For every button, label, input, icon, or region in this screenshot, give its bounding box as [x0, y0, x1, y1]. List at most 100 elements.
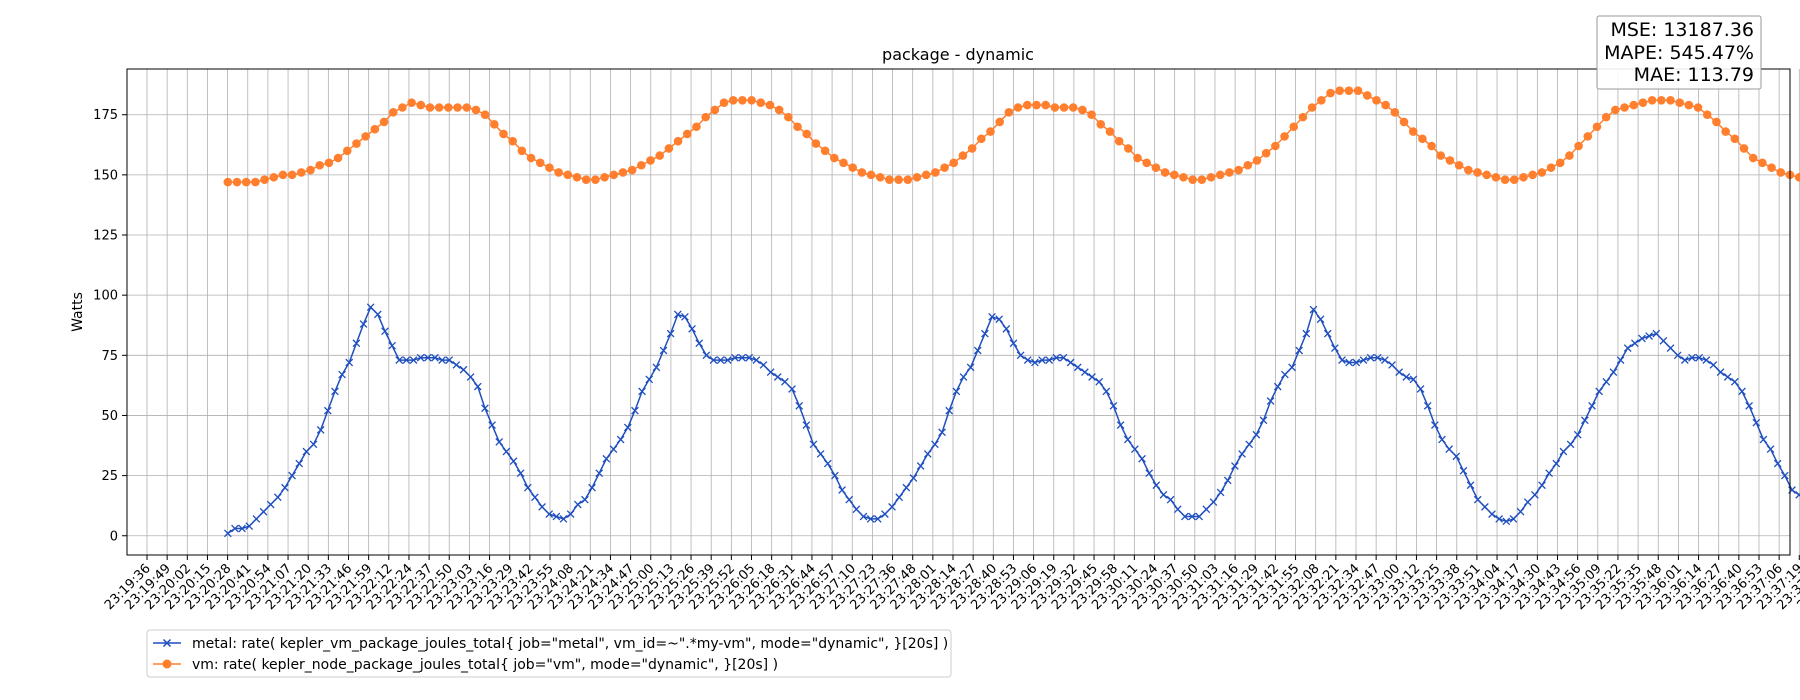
data-point [223, 177, 233, 187]
y-tick-label: 150 [93, 168, 118, 183]
data-point [646, 156, 655, 165]
data-point [1502, 517, 1511, 526]
data-point [238, 524, 246, 533]
data-point [1223, 476, 1232, 485]
data-point [659, 346, 668, 355]
data-point [1088, 373, 1096, 381]
data-point [269, 172, 279, 182]
data-point [302, 447, 311, 456]
data-point [1145, 469, 1154, 478]
data-point [1408, 127, 1418, 136]
data-point [682, 129, 692, 139]
data-point [816, 450, 825, 458]
data-point [1402, 373, 1411, 381]
y-tick-label: 75 [101, 349, 118, 364]
data-point [1436, 151, 1446, 160]
data-point [1623, 344, 1632, 352]
data-point [1243, 160, 1253, 170]
data-point [745, 353, 754, 362]
data-point [1523, 498, 1532, 506]
data-point [931, 440, 939, 449]
data-point [1123, 435, 1132, 444]
data-point [1105, 127, 1115, 136]
data-point [306, 165, 315, 175]
data-point [829, 153, 839, 163]
stats-mse: MSE: 13187.36 [1610, 19, 1754, 41]
data-point [295, 459, 304, 468]
data-point [1216, 488, 1225, 497]
data-point [1169, 170, 1179, 180]
data-point [1758, 158, 1767, 168]
data-point [431, 353, 439, 362]
data-point [1081, 368, 1089, 377]
data-point [1344, 86, 1354, 95]
data-point [719, 98, 729, 107]
data-point [1160, 168, 1170, 177]
data-point [1116, 421, 1125, 429]
data-point [331, 387, 339, 396]
data-point [1745, 401, 1753, 410]
data-point [434, 103, 444, 112]
data-point [323, 406, 332, 415]
series-vm [223, 86, 1800, 187]
data-point [1767, 163, 1776, 172]
data-point [623, 423, 632, 432]
data-point [1495, 515, 1504, 523]
legend-label-vm: vm: rate( kepler_node_package_joules_tot… [192, 657, 778, 673]
data-point [1031, 358, 1039, 367]
data-point [287, 170, 297, 180]
data-point [1500, 175, 1510, 184]
data-point [333, 153, 343, 163]
data-point [875, 172, 885, 182]
data-point [1418, 134, 1427, 144]
data-point [1652, 329, 1661, 338]
data-point [1335, 86, 1344, 95]
legend-label-metal: metal: rate( kepler_vm_package_joules_to… [192, 636, 948, 652]
data-point [471, 105, 481, 115]
data-point [1538, 481, 1546, 490]
data-point [995, 117, 1004, 127]
data-point [379, 117, 389, 127]
data-point [462, 103, 472, 112]
data-point [781, 377, 789, 386]
data-point [1002, 324, 1011, 333]
data-point [1695, 353, 1703, 362]
data-point [459, 365, 468, 374]
data-point [473, 382, 482, 391]
data-point [1795, 490, 1800, 499]
data-point [425, 103, 435, 112]
data-point [866, 515, 875, 523]
data-point [752, 356, 761, 364]
data-point [1574, 141, 1583, 151]
data-point [231, 524, 239, 533]
data-point [1059, 103, 1069, 112]
data-point [495, 438, 504, 446]
data-point [1073, 363, 1082, 372]
data-point [535, 158, 545, 168]
data-point [885, 175, 894, 184]
data-point [1552, 459, 1561, 468]
data-point [508, 136, 517, 146]
data-point [1602, 377, 1611, 386]
data-point [1179, 172, 1188, 182]
data-point [1620, 103, 1629, 112]
data-point [1245, 440, 1254, 449]
data-point [395, 356, 404, 364]
data-point [423, 353, 432, 362]
data-point [1173, 505, 1182, 514]
data-point [784, 112, 793, 122]
legend: metal: rate( kepler_vm_package_joules_to… [146, 629, 952, 678]
data-point [1331, 344, 1339, 352]
data-point [988, 312, 996, 321]
data-point [1366, 353, 1375, 362]
data-point [616, 435, 625, 444]
data-point [1195, 512, 1204, 521]
data-point [1252, 430, 1261, 439]
data-point [1509, 515, 1518, 523]
data-point [1491, 172, 1501, 182]
data-point [793, 122, 802, 132]
data-point [811, 139, 821, 148]
data-point [1078, 105, 1087, 115]
data-point [848, 163, 857, 172]
data-point [388, 108, 398, 117]
